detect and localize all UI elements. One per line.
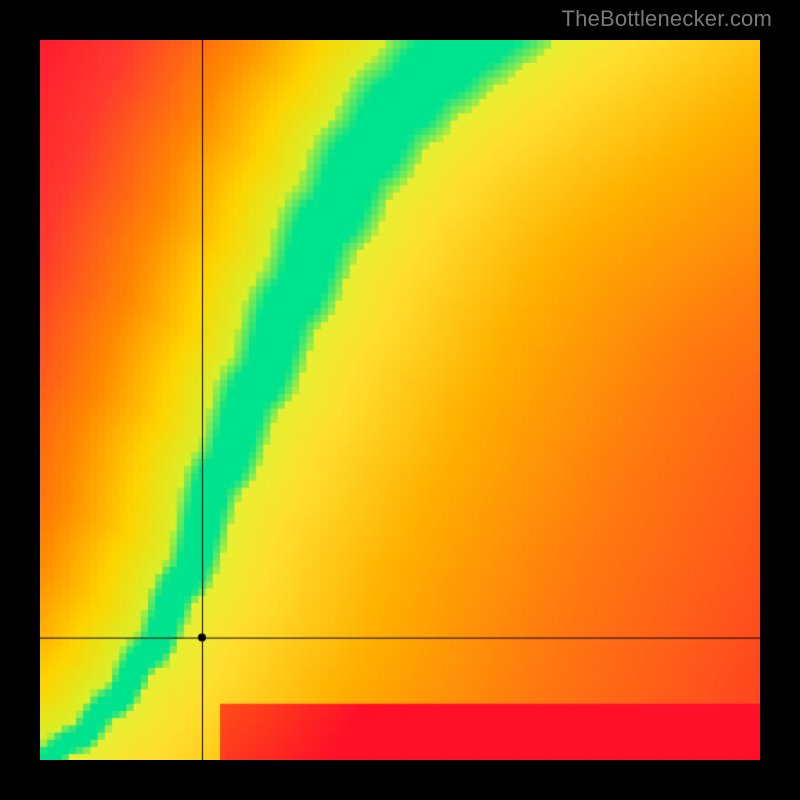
root: TheBottlenecker.com: [0, 0, 800, 800]
watermark-text: TheBottlenecker.com: [562, 6, 772, 32]
heatmap-canvas: [40, 40, 760, 760]
